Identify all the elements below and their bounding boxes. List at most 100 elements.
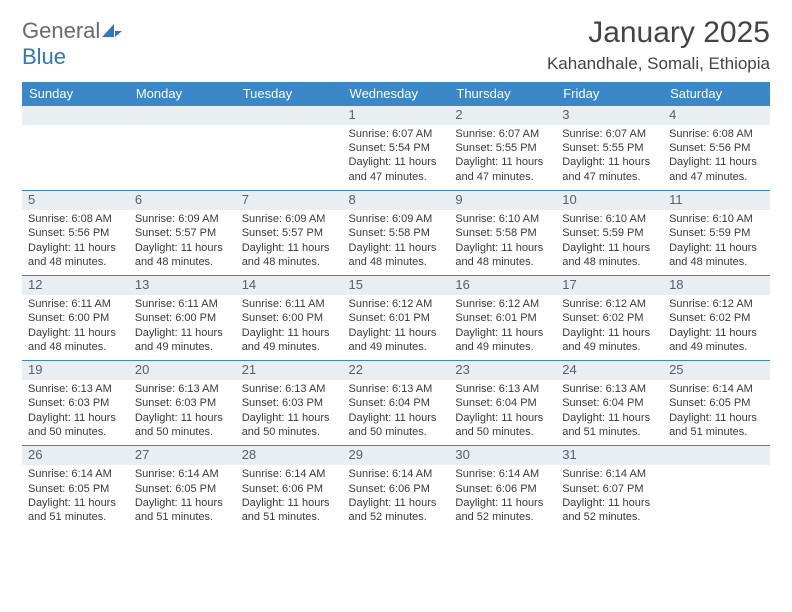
sunset-line: Sunset: 6:03 PM [135, 396, 230, 410]
location: Kahandhale, Somali, Ethiopia [547, 54, 770, 74]
day-details: Sunrise: 6:13 AMSunset: 6:04 PMDaylight:… [556, 380, 663, 445]
day-number [129, 106, 236, 125]
sunset-line: Sunset: 5:57 PM [242, 226, 337, 240]
daylight-line: Daylight: 11 hours and 51 minutes. [135, 496, 230, 525]
day-number: 4 [663, 106, 770, 125]
day-details: Sunrise: 6:09 AMSunset: 5:58 PMDaylight:… [343, 210, 450, 275]
day-details: Sunrise: 6:07 AMSunset: 5:55 PMDaylight:… [449, 125, 556, 190]
day-details [129, 125, 236, 181]
sunset-line: Sunset: 6:00 PM [28, 311, 123, 325]
sunset-line: Sunset: 6:07 PM [562, 482, 657, 496]
day-number: 11 [663, 191, 770, 210]
sunset-line: Sunset: 6:03 PM [242, 396, 337, 410]
day-cell: 21Sunrise: 6:13 AMSunset: 6:03 PMDayligh… [236, 361, 343, 446]
sunrise-line: Sunrise: 6:11 AM [242, 297, 337, 311]
day-number: 24 [556, 361, 663, 380]
day-cell: 26Sunrise: 6:14 AMSunset: 6:05 PMDayligh… [22, 446, 129, 531]
daylight-line: Daylight: 11 hours and 48 minutes. [28, 241, 123, 270]
sunrise-line: Sunrise: 6:13 AM [562, 382, 657, 396]
day-details: Sunrise: 6:12 AMSunset: 6:01 PMDaylight:… [343, 295, 450, 360]
header: General Blue January 2025 Kahandhale, So… [22, 18, 770, 74]
calendar-table: Sunday Monday Tuesday Wednesday Thursday… [22, 82, 770, 530]
daylight-line: Daylight: 11 hours and 48 minutes. [669, 241, 764, 270]
day-details: Sunrise: 6:10 AMSunset: 5:59 PMDaylight:… [556, 210, 663, 275]
day-cell: 2Sunrise: 6:07 AMSunset: 5:55 PMDaylight… [449, 106, 556, 191]
daylight-line: Daylight: 11 hours and 50 minutes. [28, 411, 123, 440]
day-details: Sunrise: 6:08 AMSunset: 5:56 PMDaylight:… [22, 210, 129, 275]
day-number: 7 [236, 191, 343, 210]
day-number: 26 [22, 446, 129, 465]
day-cell: 20Sunrise: 6:13 AMSunset: 6:03 PMDayligh… [129, 361, 236, 446]
week-row: 12Sunrise: 6:11 AMSunset: 6:00 PMDayligh… [22, 276, 770, 361]
col-tue: Tuesday [236, 82, 343, 106]
sunset-line: Sunset: 5:56 PM [669, 141, 764, 155]
sunset-line: Sunset: 6:05 PM [28, 482, 123, 496]
day-details: Sunrise: 6:09 AMSunset: 5:57 PMDaylight:… [129, 210, 236, 275]
day-cell: 3Sunrise: 6:07 AMSunset: 5:55 PMDaylight… [556, 106, 663, 191]
day-number: 14 [236, 276, 343, 295]
sunrise-line: Sunrise: 6:14 AM [135, 467, 230, 481]
sunrise-line: Sunrise: 6:11 AM [28, 297, 123, 311]
day-details [22, 125, 129, 181]
sunset-line: Sunset: 6:00 PM [242, 311, 337, 325]
day-details: Sunrise: 6:14 AMSunset: 6:06 PMDaylight:… [236, 465, 343, 530]
day-number [663, 446, 770, 465]
day-cell [236, 106, 343, 191]
sunrise-line: Sunrise: 6:14 AM [562, 467, 657, 481]
day-cell: 4Sunrise: 6:08 AMSunset: 5:56 PMDaylight… [663, 106, 770, 191]
day-cell: 31Sunrise: 6:14 AMSunset: 6:07 PMDayligh… [556, 446, 663, 531]
day-cell: 29Sunrise: 6:14 AMSunset: 6:06 PMDayligh… [343, 446, 450, 531]
day-details: Sunrise: 6:13 AMSunset: 6:04 PMDaylight:… [449, 380, 556, 445]
day-number: 21 [236, 361, 343, 380]
daylight-line: Daylight: 11 hours and 52 minutes. [562, 496, 657, 525]
sunrise-line: Sunrise: 6:10 AM [455, 212, 550, 226]
day-number: 1 [343, 106, 450, 125]
sunset-line: Sunset: 5:56 PM [28, 226, 123, 240]
day-cell: 18Sunrise: 6:12 AMSunset: 6:02 PMDayligh… [663, 276, 770, 361]
day-cell: 17Sunrise: 6:12 AMSunset: 6:02 PMDayligh… [556, 276, 663, 361]
week-row: 19Sunrise: 6:13 AMSunset: 6:03 PMDayligh… [22, 361, 770, 446]
sunset-line: Sunset: 6:04 PM [349, 396, 444, 410]
daylight-line: Daylight: 11 hours and 48 minutes. [242, 241, 337, 270]
sunrise-line: Sunrise: 6:14 AM [242, 467, 337, 481]
col-sun: Sunday [22, 82, 129, 106]
sunrise-line: Sunrise: 6:14 AM [349, 467, 444, 481]
day-cell: 16Sunrise: 6:12 AMSunset: 6:01 PMDayligh… [449, 276, 556, 361]
daylight-line: Daylight: 11 hours and 52 minutes. [455, 496, 550, 525]
daylight-line: Daylight: 11 hours and 51 minutes. [669, 411, 764, 440]
day-details: Sunrise: 6:07 AMSunset: 5:54 PMDaylight:… [343, 125, 450, 190]
sunrise-line: Sunrise: 6:13 AM [455, 382, 550, 396]
sunset-line: Sunset: 6:06 PM [455, 482, 550, 496]
sunset-line: Sunset: 5:55 PM [455, 141, 550, 155]
day-number: 19 [22, 361, 129, 380]
logo: General Blue [22, 18, 122, 70]
day-number [236, 106, 343, 125]
day-details [236, 125, 343, 181]
day-cell [22, 106, 129, 191]
day-details: Sunrise: 6:13 AMSunset: 6:03 PMDaylight:… [22, 380, 129, 445]
day-details: Sunrise: 6:10 AMSunset: 5:58 PMDaylight:… [449, 210, 556, 275]
sunset-line: Sunset: 6:01 PM [455, 311, 550, 325]
day-number: 20 [129, 361, 236, 380]
day-number: 17 [556, 276, 663, 295]
day-details: Sunrise: 6:14 AMSunset: 6:06 PMDaylight:… [449, 465, 556, 530]
col-thu: Thursday [449, 82, 556, 106]
day-cell: 24Sunrise: 6:13 AMSunset: 6:04 PMDayligh… [556, 361, 663, 446]
sunset-line: Sunset: 6:06 PM [242, 482, 337, 496]
day-cell [129, 106, 236, 191]
sunrise-line: Sunrise: 6:13 AM [135, 382, 230, 396]
day-number: 23 [449, 361, 556, 380]
daylight-line: Daylight: 11 hours and 51 minutes. [562, 411, 657, 440]
day-details: Sunrise: 6:13 AMSunset: 6:03 PMDaylight:… [236, 380, 343, 445]
sunrise-line: Sunrise: 6:14 AM [455, 467, 550, 481]
week-row: 5Sunrise: 6:08 AMSunset: 5:56 PMDaylight… [22, 191, 770, 276]
day-number: 6 [129, 191, 236, 210]
sunrise-line: Sunrise: 6:13 AM [28, 382, 123, 396]
sunset-line: Sunset: 6:02 PM [669, 311, 764, 325]
day-details: Sunrise: 6:13 AMSunset: 6:03 PMDaylight:… [129, 380, 236, 445]
daylight-line: Daylight: 11 hours and 50 minutes. [135, 411, 230, 440]
day-cell: 5Sunrise: 6:08 AMSunset: 5:56 PMDaylight… [22, 191, 129, 276]
sunrise-line: Sunrise: 6:08 AM [28, 212, 123, 226]
day-cell: 13Sunrise: 6:11 AMSunset: 6:00 PMDayligh… [129, 276, 236, 361]
day-cell: 14Sunrise: 6:11 AMSunset: 6:00 PMDayligh… [236, 276, 343, 361]
